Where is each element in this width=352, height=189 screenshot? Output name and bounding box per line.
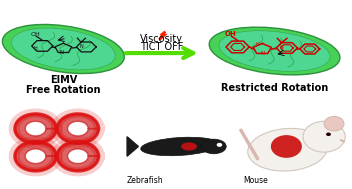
Ellipse shape bbox=[219, 31, 330, 71]
Text: Free Rotation: Free Rotation bbox=[26, 85, 101, 95]
Text: Mouse: Mouse bbox=[243, 176, 268, 185]
Polygon shape bbox=[15, 142, 56, 171]
Text: Restricted Rotation: Restricted Rotation bbox=[221, 83, 328, 93]
Ellipse shape bbox=[209, 27, 340, 75]
Circle shape bbox=[324, 116, 344, 131]
Text: N: N bbox=[280, 45, 283, 50]
Polygon shape bbox=[57, 114, 99, 143]
Text: Zebrafish: Zebrafish bbox=[127, 176, 164, 185]
Text: Viscosity: Viscosity bbox=[140, 34, 183, 44]
Ellipse shape bbox=[181, 143, 197, 150]
Polygon shape bbox=[57, 142, 99, 171]
Text: TICT OFF: TICT OFF bbox=[140, 42, 184, 52]
Polygon shape bbox=[127, 137, 138, 156]
Text: H: H bbox=[33, 46, 37, 51]
Ellipse shape bbox=[248, 128, 327, 171]
Ellipse shape bbox=[90, 83, 164, 129]
Circle shape bbox=[271, 135, 302, 158]
Ellipse shape bbox=[141, 137, 219, 156]
Circle shape bbox=[216, 143, 222, 147]
Ellipse shape bbox=[2, 24, 124, 74]
Text: OH: OH bbox=[30, 32, 40, 37]
Circle shape bbox=[303, 121, 345, 152]
Polygon shape bbox=[15, 114, 56, 143]
Ellipse shape bbox=[201, 139, 226, 154]
Text: EIMV: EIMV bbox=[50, 75, 77, 85]
Text: OH: OH bbox=[225, 31, 237, 37]
Text: N: N bbox=[59, 50, 64, 55]
Text: N: N bbox=[79, 44, 83, 49]
Circle shape bbox=[326, 132, 331, 136]
Text: Cancer cell: Cancer cell bbox=[9, 176, 52, 185]
Ellipse shape bbox=[12, 28, 115, 70]
Text: H: H bbox=[255, 42, 259, 47]
Text: N: N bbox=[260, 51, 264, 56]
